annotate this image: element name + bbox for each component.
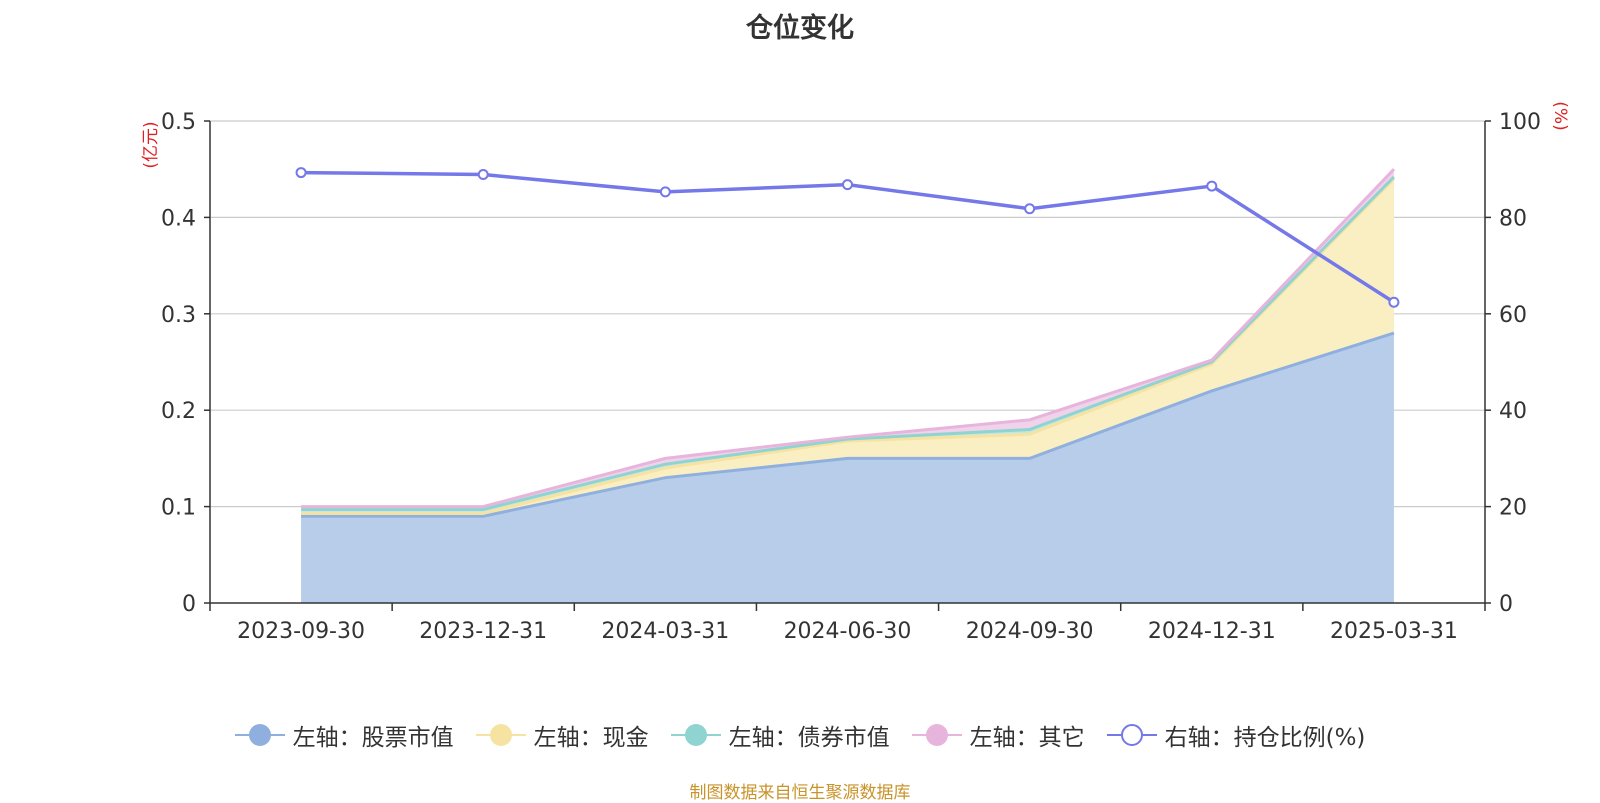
left-axis-tick-label: 0.5: [161, 110, 196, 135]
ratio-point[interactable]: [295, 167, 307, 179]
legend-item-bond[interactable]: 左轴：债券市值: [670, 718, 890, 752]
data-source-footer: 制图数据来自恒生聚源数据库: [689, 783, 911, 803]
legend-marker-stock: [234, 724, 285, 746]
x-axis-tick-label: 2024-03-31: [601, 619, 729, 644]
left-axis-unit: (亿元): [141, 121, 161, 168]
area-series-0: [301, 333, 1394, 603]
ratio-point[interactable]: [1388, 296, 1400, 308]
ratio-point[interactable]: [1024, 203, 1036, 215]
ratio-point[interactable]: [1206, 180, 1218, 192]
chart-title: 仓位变化: [746, 13, 854, 44]
legend-item-cash[interactable]: 左轴：现金: [475, 718, 649, 752]
legend-label-bond: 左轴：债券市值: [728, 725, 890, 751]
legend-label-stock: 左轴：股票市值: [292, 725, 454, 751]
legend-label-ratio: 右轴：持仓比例(%): [1164, 725, 1366, 751]
x-axis-tick-label: 2023-09-30: [237, 619, 365, 644]
legend-label-other: 左轴：其它: [969, 725, 1085, 751]
area-line-series-2: [301, 175, 1395, 511]
right-axis-unit: (%): [1550, 101, 1570, 130]
area-line-series-3: [301, 168, 1396, 509]
x-axis-tick-label: 2025-03-31: [1330, 619, 1458, 644]
right-axis-tick-label: 80: [1499, 206, 1527, 231]
ratio-point[interactable]: [477, 169, 489, 181]
legend-marker-other: [911, 724, 962, 746]
x-axis-tick-label: 2023-12-31: [419, 619, 547, 644]
x-axis-tick-label: 2024-06-30: [784, 619, 912, 644]
ratio-line: [301, 170, 1395, 304]
left-axis-tick-label: 0.3: [161, 303, 196, 328]
left-axis-tick-label: 0.4: [161, 206, 196, 231]
legend-marker-ratio: [1106, 724, 1157, 746]
area-line-series-1: [301, 177, 1395, 515]
left-axis-tick-label: 0.2: [161, 399, 196, 424]
left-axis-tick-label: 0.1: [161, 496, 196, 521]
left-axis-tick-label: 0: [182, 592, 196, 617]
legend: 左轴：股票市值 左轴：现金 左轴：债券市值 左轴：其它 右轴：持仓比例(%): [0, 718, 1600, 752]
right-axis-tick-label: 100: [1499, 110, 1541, 135]
right-axis-tick-label: 20: [1499, 496, 1527, 521]
legend-item-stock[interactable]: 左轴：股票市值: [234, 718, 454, 752]
right-axis-tick-label: 60: [1499, 303, 1527, 328]
ratio-point[interactable]: [842, 179, 853, 191]
legend-label-cash: 左轴：现金: [533, 725, 649, 751]
legend-item-ratio[interactable]: 右轴：持仓比例(%): [1106, 718, 1366, 752]
x-axis-tick-label: 2024-12-31: [1148, 619, 1276, 644]
area-line-series-0: [301, 331, 1395, 518]
right-axis-tick-label: 40: [1499, 399, 1527, 424]
x-axis-tick-label: 2024-09-30: [966, 619, 1094, 644]
legend-marker-bond: [670, 724, 721, 746]
legend-item-other[interactable]: 左轴：其它: [911, 718, 1085, 752]
right-axis-tick-label: 0: [1499, 592, 1513, 617]
legend-marker-cash: [475, 724, 526, 746]
ratio-point[interactable]: [659, 186, 671, 198]
